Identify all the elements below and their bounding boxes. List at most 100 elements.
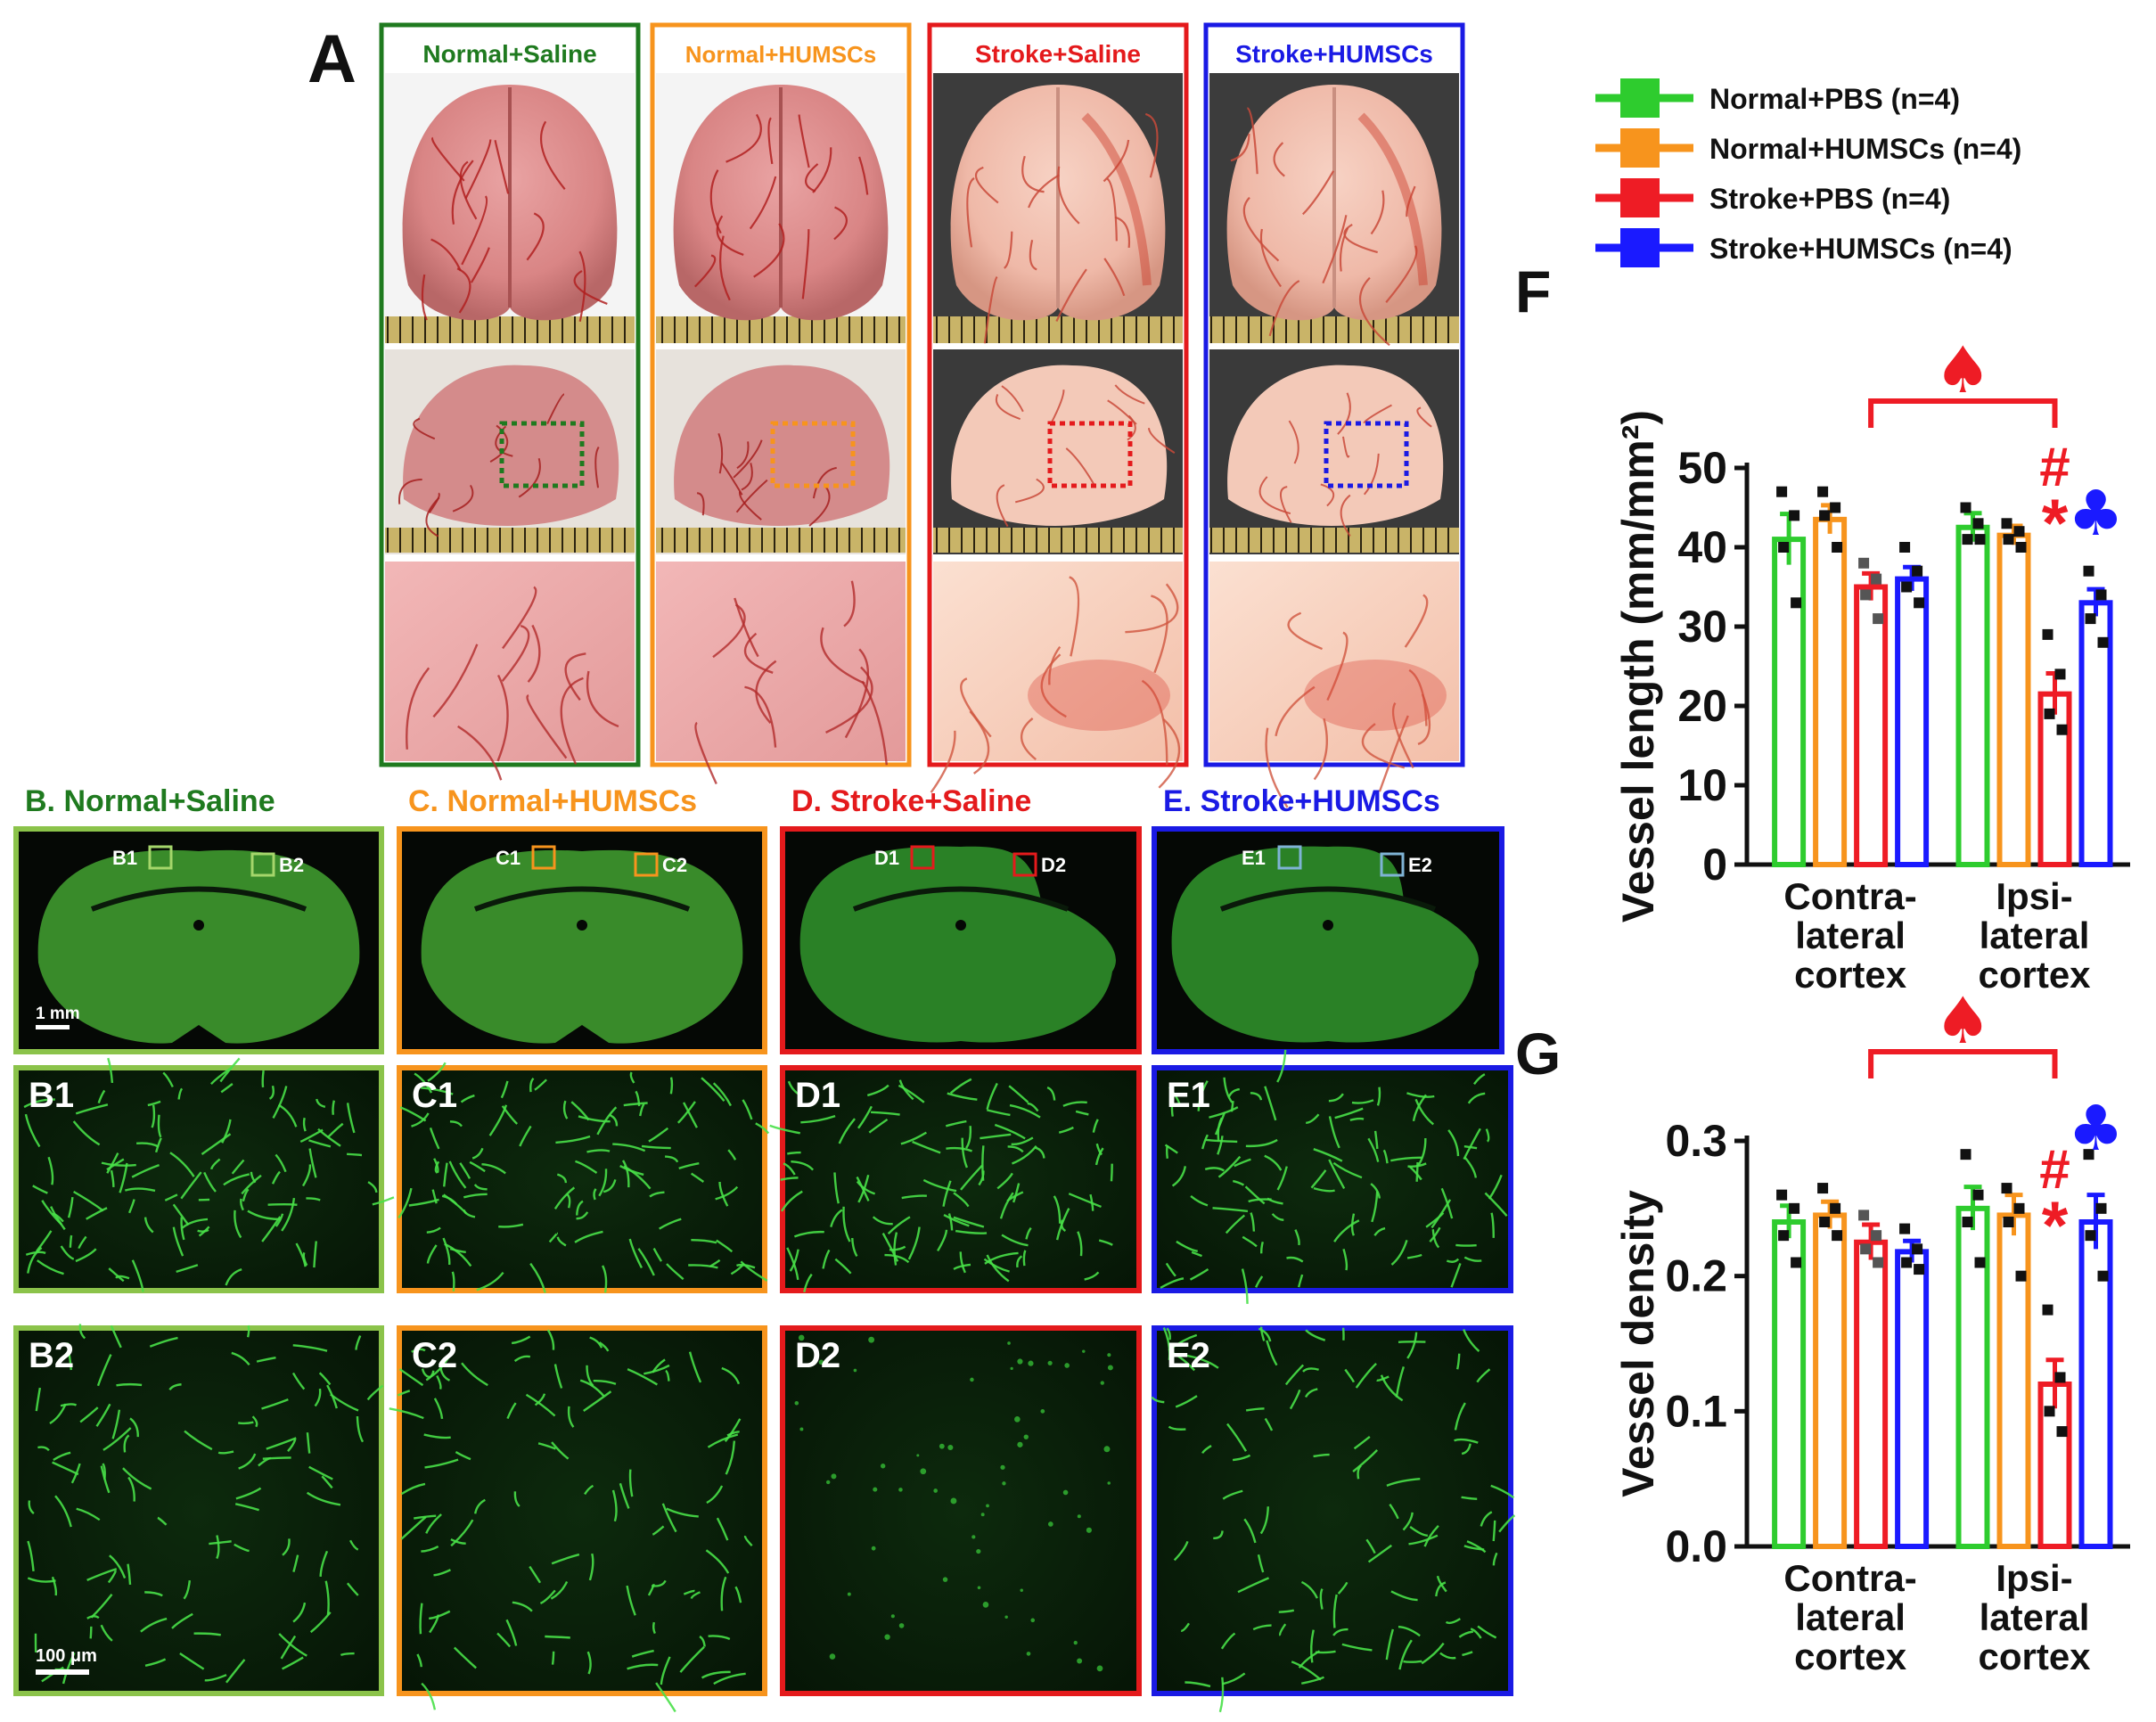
infarct-region [1081,112,1152,286]
close-up-vessel [969,710,990,775]
close-up-vessel [825,666,873,734]
surface-vessel [974,166,999,204]
close-up-vessel [502,586,537,650]
surface-vessel [717,432,724,474]
close-up-vessel [586,670,619,728]
surface-vessel [1003,231,1013,269]
surface-vessel [805,163,819,193]
surface-vessel [1259,228,1282,288]
close-up-vessel [527,624,541,683]
surface-vessel [1363,453,1380,496]
hemorrhage-region [1304,660,1447,731]
surface-vessel [735,479,768,513]
surface-vessel [1342,436,1350,458]
ruler [933,528,1183,553]
close-up-vessel [1275,685,1316,737]
close-up-vessel [501,625,530,682]
surface-vessel [801,229,810,299]
close-up-vessel [1417,693,1431,746]
surface-vessel [1107,399,1137,425]
surface-vessel [966,176,975,248]
close-up-vessel [960,677,992,738]
roi-dashed-box [1324,421,1409,488]
surface-vessel [696,492,705,516]
surface-vessel [413,417,436,440]
surface-vessel [1246,107,1258,175]
surface-vessel [1340,494,1351,537]
close-up-vessel [1151,594,1168,674]
surface-vessel [1322,215,1348,284]
close-up-vessel [1040,653,1067,718]
surface-vessel [1106,177,1118,242]
surface-vessel [741,463,753,491]
surface-vessel [1343,223,1378,254]
surface-vessel [1337,392,1351,435]
close-up-vessel [1141,679,1168,766]
close-up-vessel [1313,718,1329,781]
close-up-vessel [694,721,717,785]
surface-vessel [733,439,763,479]
panel-a-column: Normal+HUMSCs [650,22,912,785]
close-up-vessel [1404,594,1429,648]
ruler [385,528,635,553]
panel-a-column: Normal+Saline [379,22,641,781]
close-up-vessel [930,730,956,793]
ruler [385,316,635,343]
panel-a-column-title: Normal+HUMSCs [685,41,877,68]
surface-vessel [749,176,777,230]
surface-vessel [398,479,422,504]
surface-vessel [996,484,1009,528]
surface-vessel [753,223,785,278]
roi-dashed-box [1047,421,1133,488]
close-up-vessel [1408,668,1428,726]
surface-vessel [858,156,869,195]
close-up-vessel [755,660,777,724]
ruler [933,316,1183,343]
surface-vessel [430,238,462,272]
close-up-vessel [1378,715,1409,792]
close-up-vessel [1391,702,1414,769]
surface-vessel [1280,486,1292,523]
surface-vessel [452,484,474,512]
surface-vessel [1301,170,1335,216]
close-up-vessel [432,644,479,718]
close-up-vessel [734,597,759,658]
surface-vessel [1358,276,1390,347]
surface-vessel [1103,258,1126,297]
close-up-photo [1209,562,1459,761]
surface-vessel [489,424,509,463]
panel-a-column: Stroke+HUMSCs [1203,22,1465,808]
panel-a-letter: A [307,21,357,97]
close-up-vessel [843,580,856,627]
ruler [1209,316,1459,343]
surface-vessel [1057,166,1080,225]
surface-vessel [1385,245,1418,303]
surface-vessel [1147,428,1176,454]
surface-vessel [1242,196,1280,262]
close-up-photo [656,562,906,761]
surface-vessel [1339,227,1349,272]
surface-vessel [573,270,608,305]
ruler [1209,528,1459,553]
surface-vessel [1028,174,1061,209]
surface-vessel [709,169,722,234]
ruler [656,528,906,553]
surface-vessel [1014,478,1045,504]
surface-vessel [1258,476,1291,515]
surface-vessel [798,114,810,168]
surface-vessel [1363,404,1392,424]
close-up-vessel [820,627,865,685]
surface-vessel [421,274,428,321]
hemorrhage-region [1028,660,1170,731]
surface-vessel [716,215,744,256]
close-up-vessel [1020,718,1037,761]
close-up-vessel [526,694,568,759]
close-up-vessel [457,725,503,781]
surface-vessel [1273,142,1285,177]
close-up-vessel [712,603,746,659]
close-up-vessel [560,676,584,765]
surface-vessel [693,254,717,288]
close-up-vessel [1069,576,1080,657]
close-up-vessel [1326,631,1349,701]
